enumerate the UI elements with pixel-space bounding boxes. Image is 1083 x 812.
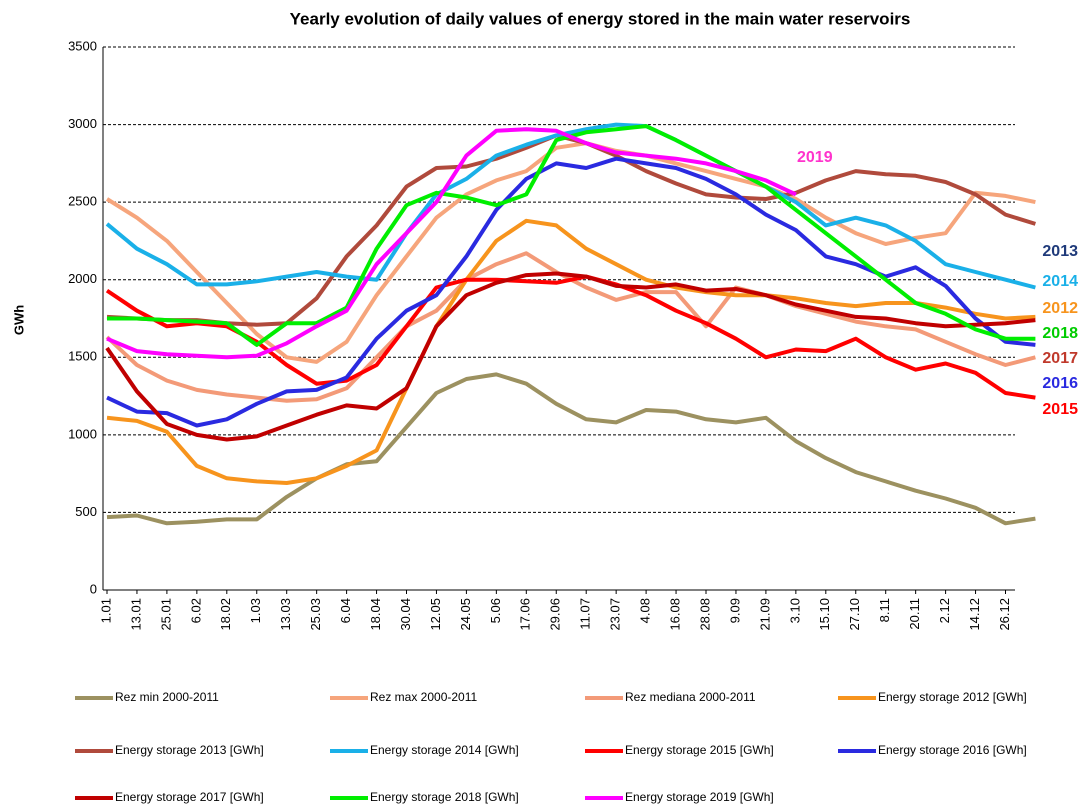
y-tick-label: 0 bbox=[90, 581, 97, 596]
annotation: 2014 bbox=[1042, 273, 1078, 290]
x-tick-label: 17.06 bbox=[518, 598, 533, 631]
x-tick-label: 25.01 bbox=[158, 598, 173, 631]
y-tick-label: 3000 bbox=[68, 116, 97, 131]
x-tick-label: 13.03 bbox=[278, 598, 293, 631]
x-tick-label: 1.03 bbox=[248, 598, 263, 623]
y-tick-label: 1500 bbox=[68, 349, 97, 364]
series-line bbox=[105, 141, 1036, 364]
series-line bbox=[106, 218, 1036, 485]
chart-title: Yearly evolution of daily values of ener… bbox=[290, 9, 911, 28]
x-tick-label: 8.11 bbox=[877, 598, 892, 622]
x-tick-label: 12.05 bbox=[428, 598, 443, 631]
series-line bbox=[105, 274, 1036, 400]
y-tick-label: 1000 bbox=[68, 426, 97, 441]
x-tick-label: 18.02 bbox=[218, 598, 233, 631]
series-line bbox=[105, 271, 1036, 442]
x-tick-label: 6.02 bbox=[188, 598, 203, 623]
series-line bbox=[106, 133, 1036, 327]
legend-label: Rez max 2000-2011 bbox=[370, 690, 478, 704]
legend-label: Energy storage 2019 [GWh] bbox=[625, 790, 774, 804]
series-line bbox=[106, 127, 797, 360]
legend-label: Energy storage 2016 [GWh] bbox=[878, 743, 1027, 757]
x-tick-label: 3.10 bbox=[787, 598, 802, 623]
x-tick-label: 26.12 bbox=[997, 598, 1012, 631]
y-tick-label: 2500 bbox=[68, 194, 97, 209]
x-tick-label: 11.07 bbox=[578, 598, 593, 630]
x-tick-label: 23.07 bbox=[608, 598, 623, 631]
annotation: 2017 bbox=[1042, 350, 1078, 367]
x-tick-label: 21.09 bbox=[757, 598, 772, 631]
series-line bbox=[106, 156, 1036, 428]
x-tick-label: 30.04 bbox=[398, 598, 413, 631]
x-tick-label: 29.06 bbox=[548, 598, 563, 631]
annotation: 2012 bbox=[1042, 300, 1078, 317]
x-tick-label: 13.01 bbox=[128, 598, 143, 631]
x-tick-label: 28.08 bbox=[697, 598, 712, 631]
annotation: 2013 bbox=[1042, 243, 1078, 260]
x-tick-label: 24.05 bbox=[458, 598, 473, 631]
x-tick-label: 9.09 bbox=[727, 598, 742, 623]
legend-label: Energy storage 2017 [GWh] bbox=[115, 790, 264, 804]
annotation: 2016 bbox=[1042, 375, 1078, 392]
y-tick-label: 2000 bbox=[68, 271, 97, 286]
annotation: 2019 bbox=[797, 149, 833, 166]
legend-label: Energy storage 2018 [GWh] bbox=[370, 790, 519, 804]
series-line bbox=[105, 122, 1036, 290]
y-tick-label: 500 bbox=[75, 504, 97, 519]
legend-label: Rez mediana 2000-2011 bbox=[625, 690, 756, 704]
legend-label: Energy storage 2014 [GWh] bbox=[370, 743, 519, 757]
x-tick-label: 16.08 bbox=[667, 598, 682, 631]
legend-label: Energy storage 2012 [GWh] bbox=[878, 690, 1027, 704]
y-axis-label: GWh bbox=[11, 305, 26, 335]
annotation: 2015 bbox=[1042, 401, 1078, 418]
legend-label: Rez min 2000-2011 bbox=[115, 690, 219, 704]
y-tick-label: 3500 bbox=[68, 38, 97, 53]
x-tick-label: 6.04 bbox=[338, 598, 353, 623]
series-line bbox=[106, 372, 1036, 526]
x-tick-label: 1.01 bbox=[98, 598, 113, 623]
annotation: 2018 bbox=[1042, 325, 1078, 342]
x-tick-label: 15.10 bbox=[817, 598, 832, 631]
x-tick-label: 27.10 bbox=[847, 598, 862, 631]
x-tick-label: 5.06 bbox=[488, 598, 503, 623]
x-tick-label: 18.04 bbox=[368, 598, 383, 631]
x-tick-label: 14.12 bbox=[967, 598, 982, 631]
x-tick-label: 4.08 bbox=[638, 598, 653, 623]
x-tick-label: 20.11 bbox=[907, 598, 922, 630]
legend-label: Energy storage 2013 [GWh] bbox=[115, 743, 264, 757]
x-tick-label: 25.03 bbox=[308, 598, 323, 631]
x-tick-label: 2.12 bbox=[937, 598, 952, 623]
legend-label: Energy storage 2015 [GWh] bbox=[625, 743, 774, 757]
